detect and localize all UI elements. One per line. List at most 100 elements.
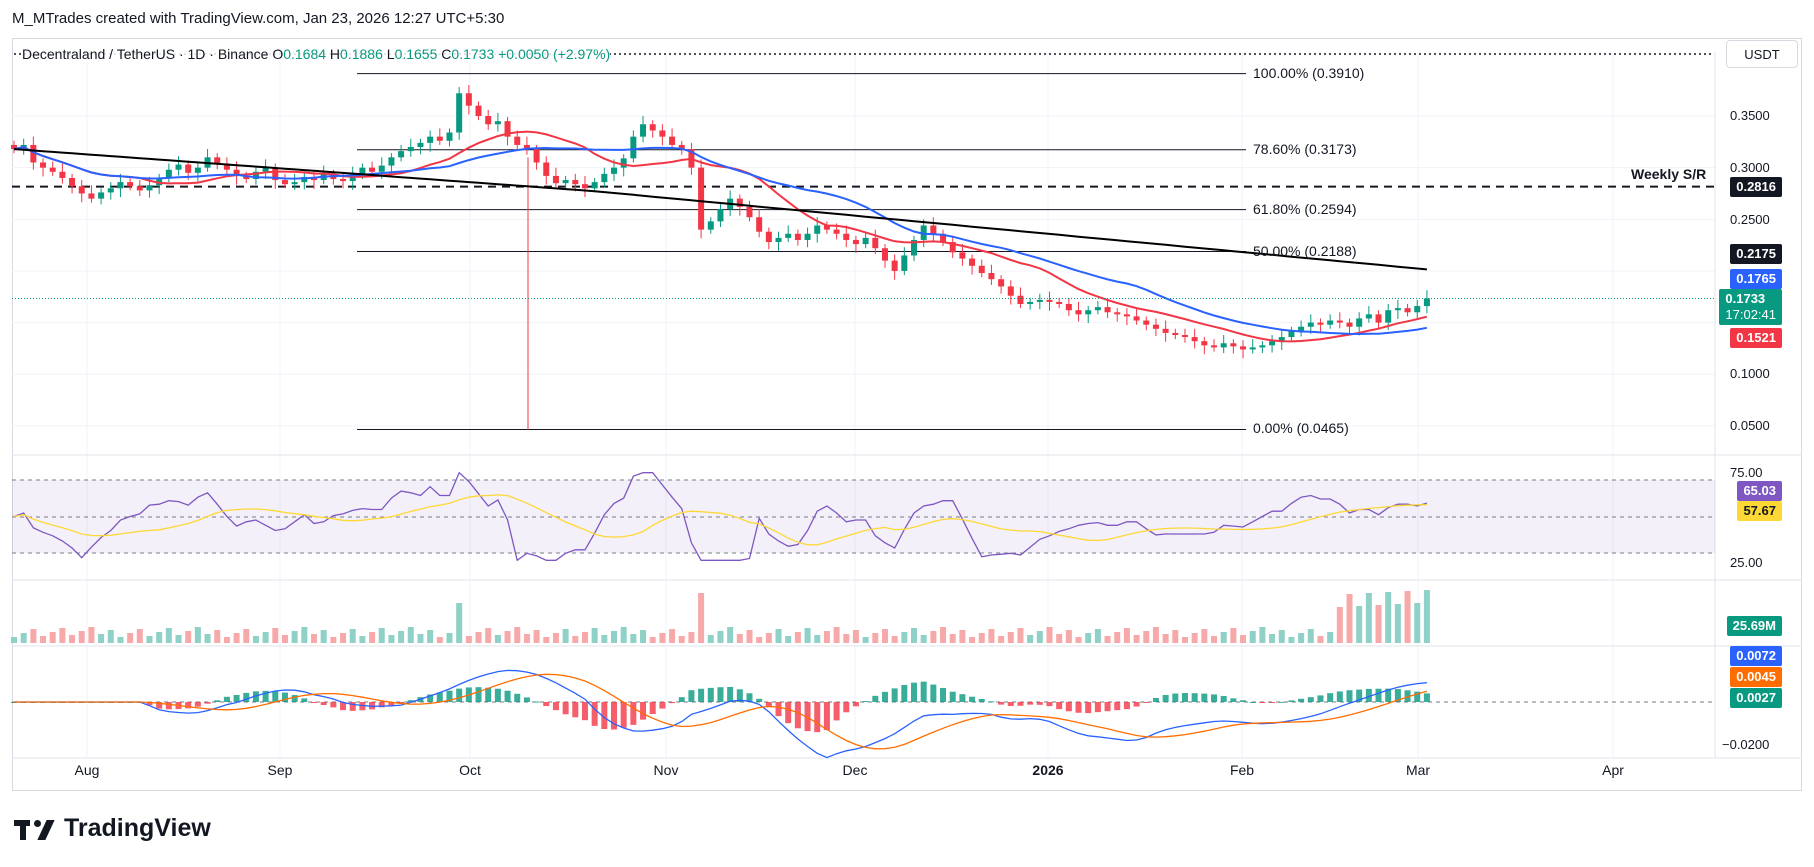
macd-histogram-bar bbox=[620, 702, 627, 728]
volume-bar bbox=[436, 637, 443, 643]
candle-body bbox=[446, 132, 453, 141]
macd-histogram-bar bbox=[804, 702, 811, 732]
volume-bar bbox=[1123, 628, 1130, 643]
volume-bar bbox=[988, 629, 995, 643]
high-label: H bbox=[329, 46, 341, 62]
macd-histogram-bar bbox=[1162, 694, 1169, 702]
candle-body bbox=[194, 167, 201, 173]
volume-bar bbox=[591, 628, 598, 643]
volume-bar bbox=[1094, 629, 1101, 643]
macd-histogram-bar bbox=[156, 702, 163, 709]
open-value: 0.1684 bbox=[283, 46, 327, 62]
candle-body bbox=[1007, 286, 1014, 296]
macd-histogram-bar bbox=[1017, 702, 1024, 706]
candle-body bbox=[1046, 299, 1053, 302]
volume-bar bbox=[1356, 606, 1363, 643]
macd-histogram-bar bbox=[330, 702, 337, 708]
candle-body bbox=[746, 206, 753, 218]
candle-body bbox=[156, 177, 163, 186]
volume-bar bbox=[1152, 627, 1159, 643]
volume-bar bbox=[485, 628, 492, 643]
macd-histogram-bar bbox=[1336, 691, 1343, 702]
volume-bar bbox=[40, 636, 47, 643]
candle-body bbox=[862, 237, 869, 245]
candle-body bbox=[669, 136, 676, 145]
macd-axis-label: −0.0200 bbox=[1722, 737, 1770, 752]
volume-bar bbox=[78, 631, 85, 643]
volume-bar bbox=[833, 627, 840, 643]
macd-histogram-bar bbox=[727, 686, 734, 702]
volume-bar bbox=[465, 636, 472, 643]
candle-body bbox=[1181, 334, 1188, 338]
tradingview-logo[interactable]: TradingView bbox=[14, 814, 211, 843]
volume-bar bbox=[281, 635, 288, 643]
macd-histogram-bar bbox=[1346, 690, 1353, 702]
macd-histogram-bar bbox=[852, 702, 859, 707]
volume-bar bbox=[359, 636, 366, 643]
currency-selector[interactable]: USDT bbox=[1726, 40, 1798, 68]
volume-bar bbox=[127, 633, 134, 643]
candle-body bbox=[698, 167, 705, 230]
candle-body bbox=[1385, 310, 1392, 323]
candle-body bbox=[1191, 337, 1198, 342]
candle-body bbox=[1211, 345, 1218, 348]
macd-histogram-bar bbox=[659, 702, 666, 709]
candle-body bbox=[562, 180, 569, 184]
volume-bar bbox=[523, 634, 530, 643]
candle-body bbox=[659, 130, 666, 137]
candle-body bbox=[552, 175, 559, 184]
candle-body bbox=[1036, 299, 1043, 302]
candle-body bbox=[940, 233, 947, 243]
fib-label-786: 78.60% (0.3173) bbox=[1253, 141, 1357, 157]
candle-body bbox=[252, 171, 259, 180]
macd-histogram-bar bbox=[543, 702, 550, 707]
macd-histogram-bar bbox=[746, 693, 753, 702]
candle-body bbox=[272, 167, 279, 181]
symbol-name[interactable]: Decentraland / TetherUS · 1D · Binance bbox=[22, 46, 269, 62]
volume-bar bbox=[601, 635, 608, 643]
volume-bar bbox=[1017, 628, 1024, 643]
macd-histogram-bar bbox=[959, 694, 966, 702]
candle-body bbox=[1414, 306, 1421, 313]
macd-histogram-bar bbox=[1181, 693, 1188, 702]
macd-histogram-bar bbox=[504, 690, 511, 702]
macd-histogram-bar bbox=[1404, 690, 1411, 702]
candle-body bbox=[794, 233, 801, 240]
macd-histogram-bar bbox=[233, 695, 240, 702]
price-axis-label: 0.3500 bbox=[1730, 108, 1770, 123]
volume-bar bbox=[543, 637, 550, 643]
macd-histogram-bar bbox=[794, 702, 801, 729]
macd-histogram-bar bbox=[1327, 693, 1334, 702]
volume-bar bbox=[446, 633, 453, 643]
volume-bar bbox=[204, 634, 211, 643]
candle-body bbox=[1346, 322, 1353, 327]
candle-body bbox=[281, 180, 288, 185]
volume-bar bbox=[301, 627, 308, 643]
volume-bar bbox=[340, 633, 347, 643]
macd-histogram-bar bbox=[1152, 697, 1159, 702]
candle-body bbox=[756, 217, 763, 232]
sma-50-line bbox=[13, 130, 1428, 343]
volume-bar bbox=[1056, 634, 1063, 643]
candle-body bbox=[1220, 343, 1227, 348]
volume-bar bbox=[243, 629, 250, 643]
macd-histogram-bar bbox=[630, 702, 637, 725]
macd-histogram-bar bbox=[765, 702, 772, 708]
macd-histogram-bar bbox=[1249, 701, 1256, 703]
volume-bar bbox=[1211, 636, 1218, 643]
candle-body bbox=[1152, 324, 1159, 329]
volume-bar bbox=[698, 593, 705, 643]
volume-bar bbox=[572, 636, 579, 643]
candle-body bbox=[1423, 298, 1430, 307]
macd-histogram-bar bbox=[872, 695, 879, 702]
price-axis-label: 0.1000 bbox=[1730, 366, 1770, 381]
candle-body bbox=[1327, 320, 1334, 325]
macd-histogram-bar bbox=[1307, 697, 1314, 702]
candle-body bbox=[1249, 347, 1256, 350]
price-axis-label: 0.2500 bbox=[1730, 212, 1770, 227]
macd-histogram-bar bbox=[436, 692, 443, 702]
volume-bar bbox=[940, 627, 947, 643]
volume-bar bbox=[320, 630, 327, 643]
volume-bar bbox=[852, 630, 859, 643]
